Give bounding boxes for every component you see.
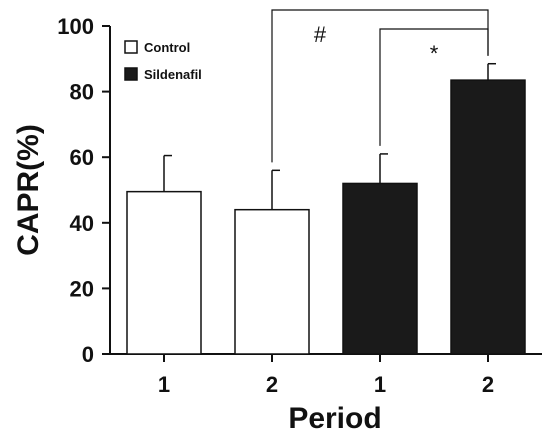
- x-tick-label: 1: [374, 372, 386, 397]
- y-axis-title: CAPR(%): [12, 124, 45, 256]
- bar: [450, 79, 526, 355]
- x-axis-title: Period: [288, 402, 381, 435]
- bar: [342, 182, 418, 355]
- x-tick-label: 2: [482, 372, 494, 397]
- y-tick-label: 40: [70, 211, 94, 236]
- legend: Control Sildenafil: [124, 40, 202, 82]
- x-tick-label: 2: [266, 372, 278, 397]
- y-tick-label: 80: [70, 80, 94, 105]
- x-ticks: 1 2 1 2: [158, 354, 494, 397]
- legend-label-sildenafil: Sildenafil: [144, 67, 202, 82]
- y-tick-label: 0: [82, 342, 94, 367]
- bar: [234, 208, 310, 355]
- bars: [126, 62, 526, 355]
- significance-label: #: [314, 22, 327, 47]
- significance-label: *: [430, 41, 439, 66]
- y-ticks: 0 20 40 60 80 100: [57, 14, 110, 367]
- legend-swatch-control: [124, 40, 138, 54]
- significance-bracket: [379, 28, 489, 146]
- bar: [126, 190, 202, 355]
- significance-brackets: #*: [271, 9, 489, 163]
- y-tick-label: 100: [57, 14, 94, 39]
- y-tick-label: 60: [70, 145, 94, 170]
- y-tick-label: 20: [70, 276, 94, 301]
- legend-swatch-sildenafil: [124, 67, 138, 81]
- legend-label-control: Control: [144, 40, 190, 55]
- x-tick-label: 1: [158, 372, 170, 397]
